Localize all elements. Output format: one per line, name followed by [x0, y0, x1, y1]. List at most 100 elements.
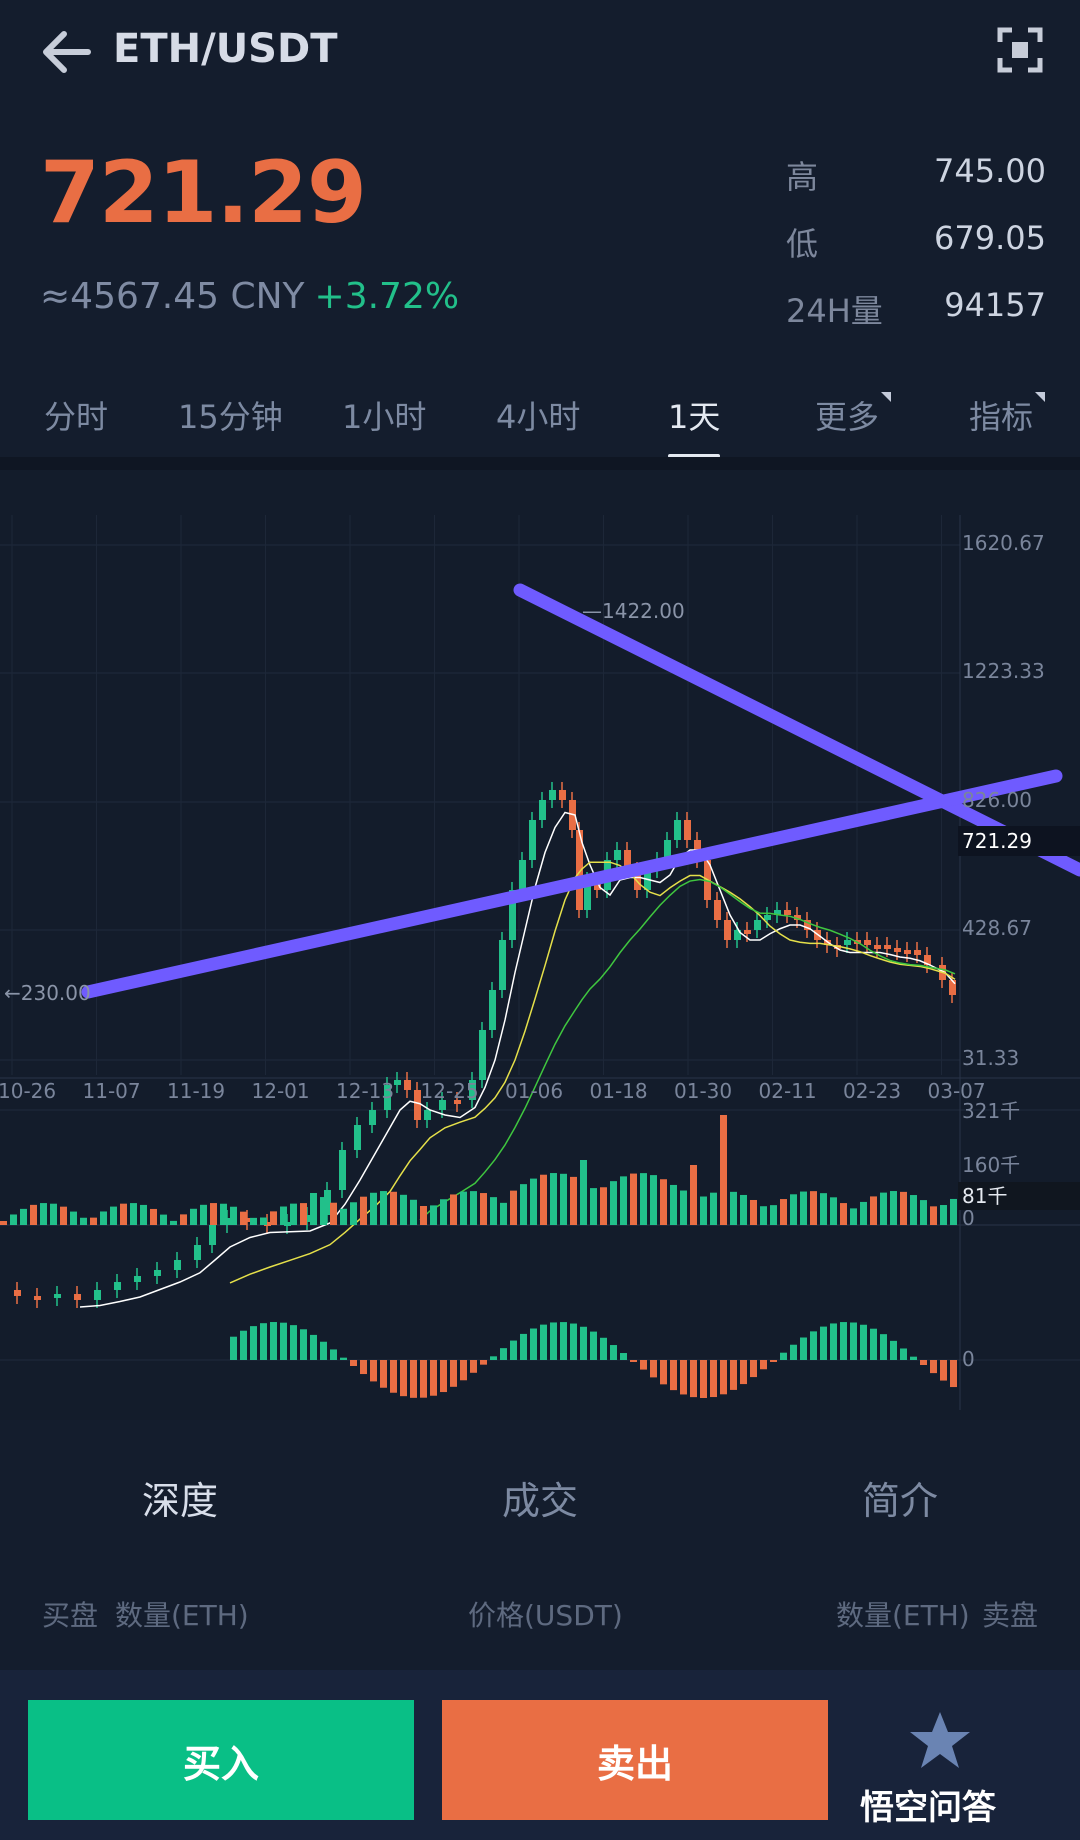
tab-timeline[interactable]: 分时 — [44, 398, 109, 436]
macd-bar — [950, 1360, 957, 1388]
stat-low: 低 679.05 — [786, 219, 1046, 263]
tab-depth[interactable]: 深度 — [142, 1479, 219, 1523]
volume-bar — [730, 1191, 737, 1225]
macd-bar — [610, 1345, 617, 1360]
tab-1d[interactable]: 1天 — [668, 392, 721, 458]
dropdown-corner-icon — [881, 392, 892, 402]
candle — [804, 920, 811, 930]
date-tick-label: 03-07 — [928, 1079, 986, 1103]
volume-bar — [520, 1184, 527, 1225]
candle — [684, 820, 691, 840]
volume-bar — [840, 1203, 847, 1225]
candle — [34, 1296, 41, 1300]
tab-more[interactable]: 更多 — [815, 392, 892, 438]
volume-bar — [700, 1196, 707, 1225]
candle — [884, 945, 891, 949]
macd-bar — [780, 1352, 787, 1360]
volume-bar — [690, 1165, 697, 1225]
macd-bar — [560, 1322, 567, 1360]
bid-qty-label: 数量(ETH) — [115, 1599, 249, 1632]
tab-15m[interactable]: 15分钟 — [178, 398, 283, 436]
candle — [324, 1190, 331, 1215]
volume-bar — [200, 1204, 207, 1225]
candle — [264, 1222, 271, 1226]
tab-intro[interactable]: 简介 — [862, 1479, 939, 1523]
volume-bar — [260, 1217, 267, 1225]
stats-panel: 高 745.00 低 679.05 24H量 94157 — [786, 152, 1046, 353]
price-tick-label: 31.33 — [962, 1046, 1019, 1070]
volume-bar — [790, 1194, 797, 1225]
macd-bar — [650, 1360, 657, 1378]
macd-bar — [770, 1360, 777, 1362]
fullscreen-icon[interactable] — [996, 26, 1044, 74]
volume-bar — [110, 1206, 117, 1225]
tab-4h[interactable]: 4小时 — [496, 398, 581, 436]
volume-bar — [490, 1197, 497, 1225]
volume-bar — [150, 1208, 157, 1225]
macd-bar — [870, 1328, 877, 1360]
ma-line-short — [79, 811, 956, 1308]
volume-bar — [390, 1191, 397, 1225]
candle — [664, 840, 671, 860]
stat-high: 高 745.00 — [786, 152, 1046, 196]
macd-bar — [230, 1336, 237, 1360]
volume-bar — [510, 1190, 517, 1225]
sell-button[interactable]: 卖出 — [442, 1700, 828, 1820]
volume-bar — [220, 1203, 227, 1225]
candle — [734, 930, 741, 940]
macd-bar — [420, 1360, 427, 1398]
macd-bar — [520, 1333, 527, 1360]
candle — [499, 940, 506, 990]
low-label: ←230.00 — [4, 981, 91, 1005]
kline-chart[interactable]: 1620.67 1223.33 826.00 428.67 31.33 10-26 11-0… — [0, 470, 1080, 1420]
macd-bar — [540, 1324, 547, 1360]
macd-bar — [730, 1360, 737, 1390]
timeframe-tabs: 分时 15分钟 1小时 4小时 1天 更多 指标 — [0, 380, 1080, 458]
volume-bar — [580, 1160, 587, 1225]
price-sub: ≈4567.45 CNY +3.72% — [40, 276, 459, 317]
macd-bar — [710, 1360, 717, 1398]
volume-bar — [650, 1175, 657, 1225]
volume-bar — [470, 1191, 477, 1225]
macd-bar — [760, 1360, 767, 1370]
star-icon[interactable] — [908, 1708, 972, 1772]
candle — [914, 950, 921, 955]
candle — [519, 860, 526, 890]
tab-indicators[interactable]: 指标 — [969, 392, 1046, 438]
volume-bar — [60, 1206, 67, 1225]
macd-bar — [500, 1348, 507, 1360]
candle — [74, 1294, 81, 1300]
candle — [584, 880, 591, 910]
high-label: —1422.00 — [582, 599, 685, 623]
watermark-text: 悟空问答 — [860, 1788, 996, 1828]
macd-bar — [660, 1360, 667, 1385]
macd-bar — [680, 1360, 687, 1395]
candle — [949, 980, 956, 995]
volume-bar — [610, 1181, 617, 1225]
candle — [864, 940, 871, 945]
ask-qty-label: 数量(ETH) — [836, 1599, 970, 1632]
candle — [469, 1080, 476, 1100]
ma-line-long — [419, 878, 956, 1221]
price-change: +3.72% — [314, 276, 460, 317]
back-arrow-icon[interactable] — [38, 24, 94, 80]
candle — [924, 955, 931, 965]
macd-bar — [940, 1360, 947, 1381]
candle — [194, 1245, 201, 1260]
volume-current-label: 81千 — [962, 1184, 1007, 1208]
tab-trades[interactable]: 成交 — [502, 1479, 579, 1523]
macd-bar — [630, 1360, 637, 1362]
volume-bar — [590, 1188, 597, 1225]
volume-bar — [530, 1178, 537, 1225]
macd-bar — [860, 1324, 867, 1360]
buy-button[interactable]: 买入 — [28, 1700, 414, 1820]
price-col-label: 价格(USDT) — [468, 1599, 623, 1632]
macd-bar — [750, 1360, 757, 1378]
volume-bar — [750, 1199, 757, 1225]
tab-1h[interactable]: 1小时 — [342, 398, 427, 436]
macd-bar — [350, 1360, 357, 1366]
volume-bar — [80, 1217, 87, 1225]
volume-bar — [810, 1191, 817, 1225]
date-tick-label: 10-26 — [0, 1079, 56, 1103]
price-tick-label: 826.00 — [962, 788, 1032, 812]
